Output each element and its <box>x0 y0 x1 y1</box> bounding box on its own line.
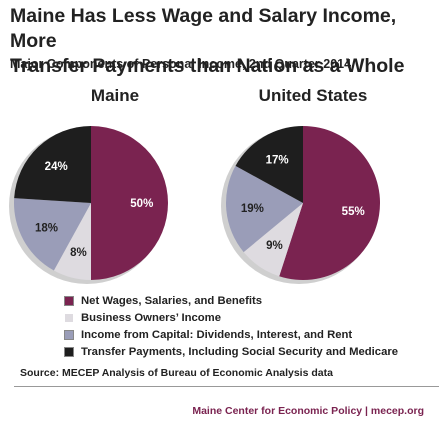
legend-label-capital: Income from Capital: Dividends, Interest… <box>81 329 353 341</box>
pie-slice-capital <box>225 165 303 253</box>
pie-slice-wages <box>279 126 381 280</box>
legend-swatch-capital <box>64 330 74 340</box>
legend-swatch-wages <box>64 296 74 306</box>
chart-title-line-2: Transfer Payments than Nation as a Whole <box>10 55 405 77</box>
pie-slice-transfer <box>235 125 303 203</box>
chart-title: Maine Has Less Wage and Salary Income, M… <box>10 4 435 79</box>
pie-title-united-states: United States <box>258 86 368 105</box>
legend: Net Wages, Salaries, and Benefits Busine… <box>64 293 434 361</box>
pie-united-states: 55% 9% 19% 17% <box>221 125 381 284</box>
legend-swatch-transfer <box>64 347 74 357</box>
legend-item-wages: Net Wages, Salaries, and Benefits <box>64 293 434 310</box>
pie-label-transfer: 17% <box>266 154 289 166</box>
pie-slice-business <box>53 203 91 280</box>
pie-label-business: 8% <box>70 247 87 259</box>
pie-title-maine: Maine <box>90 86 140 105</box>
pie-charts: 50% 8% 18% 24% 55% 9% 19% 17% <box>9 125 381 284</box>
chart-subtitle: Major Components of Personal Income, 2nd… <box>10 57 352 71</box>
pie-slice-transfer <box>14 125 91 203</box>
footer-divider <box>14 386 439 387</box>
legend-label-business: Business Owners’ Income <box>81 312 222 324</box>
pie-label-capital: 18% <box>35 223 58 235</box>
pie-label-wages: 55% <box>342 206 365 218</box>
pie-slice-capital <box>13 198 91 271</box>
source-note: Source: MECEP Analysis of Bureau of Econ… <box>20 367 333 379</box>
legend-label-wages: Net Wages, Salaries, and Benefits <box>81 295 263 307</box>
pie-label-business: 9% <box>266 240 283 252</box>
pie-label-transfer: 24% <box>45 161 68 173</box>
pie-label-capital: 19% <box>241 203 264 215</box>
pie-slice-business <box>243 203 303 277</box>
legend-item-capital: Income from Capital: Dividends, Interest… <box>64 327 434 344</box>
legend-label-transfer: Transfer Payments, Including Social Secu… <box>81 346 399 358</box>
pie-label-wages: 50% <box>130 198 153 210</box>
footer-credit: Maine Center for Economic Policy | mecep… <box>192 405 424 417</box>
legend-item-business: Business Owners’ Income <box>64 310 434 327</box>
chart-title-line-1: Maine Has Less Wage and Salary Income, M… <box>10 5 397 52</box>
pie-slice-wages <box>91 126 168 280</box>
pie-maine: 50% 8% 18% 24% <box>9 125 168 284</box>
legend-item-transfer: Transfer Payments, Including Social Secu… <box>64 344 434 361</box>
legend-swatch-business <box>64 313 74 323</box>
